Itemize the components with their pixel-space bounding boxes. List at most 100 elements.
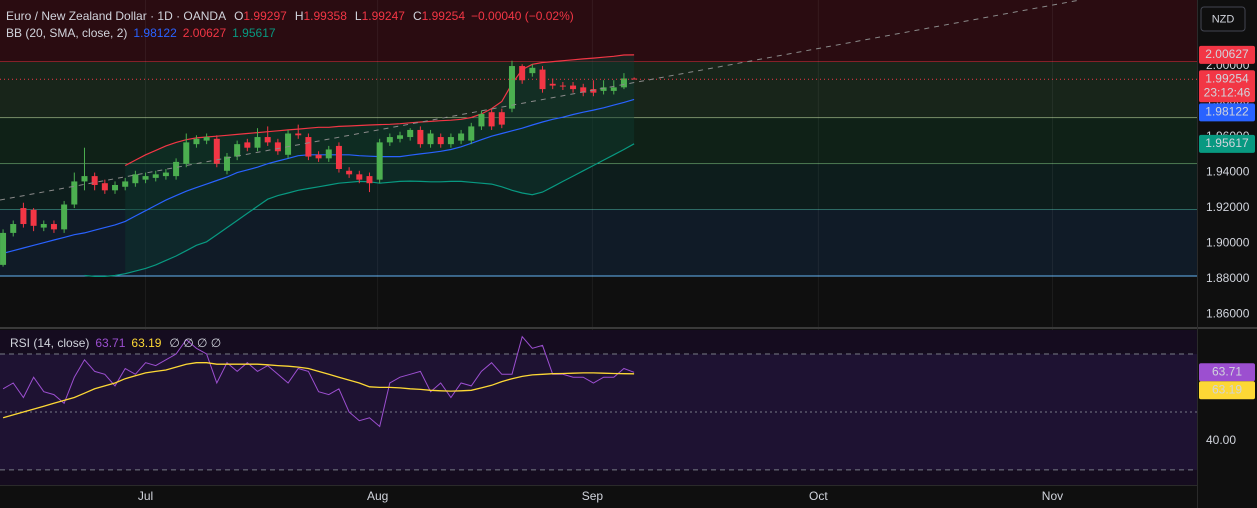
candle-body [223, 156, 230, 171]
price-badge-label: 2.00627 [1205, 47, 1249, 61]
price-badge-label: 63.19 [1212, 382, 1242, 396]
candle-body [183, 142, 190, 164]
plot [0, 54, 1197, 428]
candle-body [213, 138, 220, 164]
price-badge-label: 1.99254 [1205, 71, 1249, 85]
price-badge [1199, 381, 1255, 400]
candle-body [529, 67, 536, 74]
trend-line [0, 0, 1081, 201]
candle-body [600, 87, 607, 91]
ohlc-key: H [295, 9, 304, 23]
rsi-line [2, 335, 635, 428]
y-tick-label: 1.92000 [1206, 200, 1250, 214]
candle-body [122, 181, 129, 187]
price-badge-label: 1.95617 [1205, 136, 1249, 150]
currency-label[interactable]: NZD [1212, 13, 1235, 25]
candle-body [427, 133, 434, 145]
candle-body [549, 83, 556, 86]
candle-body [397, 135, 404, 139]
countdown-label: 23:12:46 [1204, 85, 1251, 99]
rsi-value: 63.71 [95, 336, 125, 350]
candle-body [386, 137, 393, 143]
x-tick-label: Jul [138, 489, 153, 503]
symbol-title: Euro / New Zealand Dollar · 1D · OANDA [6, 9, 226, 23]
zone-fill [0, 118, 1197, 165]
candle-body [559, 85, 566, 87]
indicator-value: 2.00627 [183, 26, 227, 40]
candle-body [539, 69, 546, 90]
candle-body [590, 89, 597, 93]
candle-body [20, 208, 27, 225]
candle-body [152, 174, 159, 178]
candle-body [335, 145, 342, 170]
ohlc-key: C [413, 9, 422, 23]
candle-body [193, 138, 200, 145]
legends: Euro / New Zealand Dollar · 1D · OANDA O1… [6, 9, 574, 350]
candle-body [50, 224, 57, 230]
y-tick-label: 40.00 [1206, 433, 1236, 447]
candle-body [10, 224, 17, 233]
rsi-band [0, 354, 1197, 470]
candle-body [81, 176, 88, 182]
rsi-extra: ∅ ∅ ∅ ∅ [169, 336, 221, 350]
candle-body [356, 174, 363, 180]
ohlc-value: 1.99254 [422, 9, 466, 23]
candle-body [132, 174, 139, 184]
candle-body [519, 66, 526, 81]
x-tick-label: Aug [367, 489, 388, 503]
zone-fill [0, 0, 1197, 62]
price-badge [1199, 70, 1255, 103]
candle-body [101, 183, 108, 191]
currency-button[interactable]: NZD [1200, 6, 1246, 32]
candle-body [437, 137, 444, 145]
candle-body [620, 78, 627, 88]
candle-body [91, 176, 98, 185]
y-tick-label: 1.86000 [1206, 307, 1250, 321]
candle-body [315, 154, 322, 159]
candle-body [417, 129, 424, 145]
candle-body [244, 142, 251, 148]
symbol-legend: Euro / New Zealand Dollar · 1D · OANDA O1… [6, 9, 574, 23]
candle-body [61, 204, 68, 230]
candle-body [0, 232, 7, 265]
y-tick-label: 1.88000 [1206, 271, 1250, 285]
candle-body [447, 137, 454, 145]
candle-body [346, 170, 353, 175]
x-tick-label: Oct [809, 489, 828, 503]
pane-backgrounds [0, 0, 1197, 485]
candle-body [325, 149, 332, 159]
candle-body [610, 87, 617, 91]
candle-body [254, 137, 261, 148]
rsi-value: 63.19 [131, 336, 161, 350]
indicator-value: 1.98122 [133, 26, 177, 40]
indicator-value: 1.95617 [232, 26, 276, 40]
candle-body [305, 137, 312, 157]
candle-body [508, 66, 515, 109]
rsi-line [2, 362, 635, 419]
ohlc-value: 1.99297 [243, 9, 287, 23]
candle-body [468, 126, 475, 141]
candle-body [488, 112, 495, 127]
price-badge-label: 1.98122 [1205, 105, 1249, 119]
candle-body [112, 184, 119, 191]
candle-body [30, 209, 37, 226]
ohlc-value: 1.99247 [362, 9, 406, 23]
candle-body [366, 176, 373, 184]
candle-body [498, 112, 505, 125]
candle-body [234, 144, 241, 157]
candle-body [376, 142, 383, 180]
candle-body [173, 161, 180, 177]
rsi-legend: RSI (14, close) 63.71 63.19 ∅ ∅ ∅ ∅ [10, 336, 221, 350]
x-tick-label: Sep [582, 489, 604, 503]
currency-box[interactable] [1200, 6, 1246, 32]
y-tick-label: 1.94000 [1206, 165, 1250, 179]
change-value: −0.00040 (−0.02%) [471, 9, 574, 23]
candle-body [285, 133, 292, 155]
candle-body [570, 85, 577, 90]
candle-body [631, 78, 638, 80]
candle-body [458, 133, 465, 141]
price-badge [1199, 45, 1255, 64]
candle-body [407, 129, 414, 138]
